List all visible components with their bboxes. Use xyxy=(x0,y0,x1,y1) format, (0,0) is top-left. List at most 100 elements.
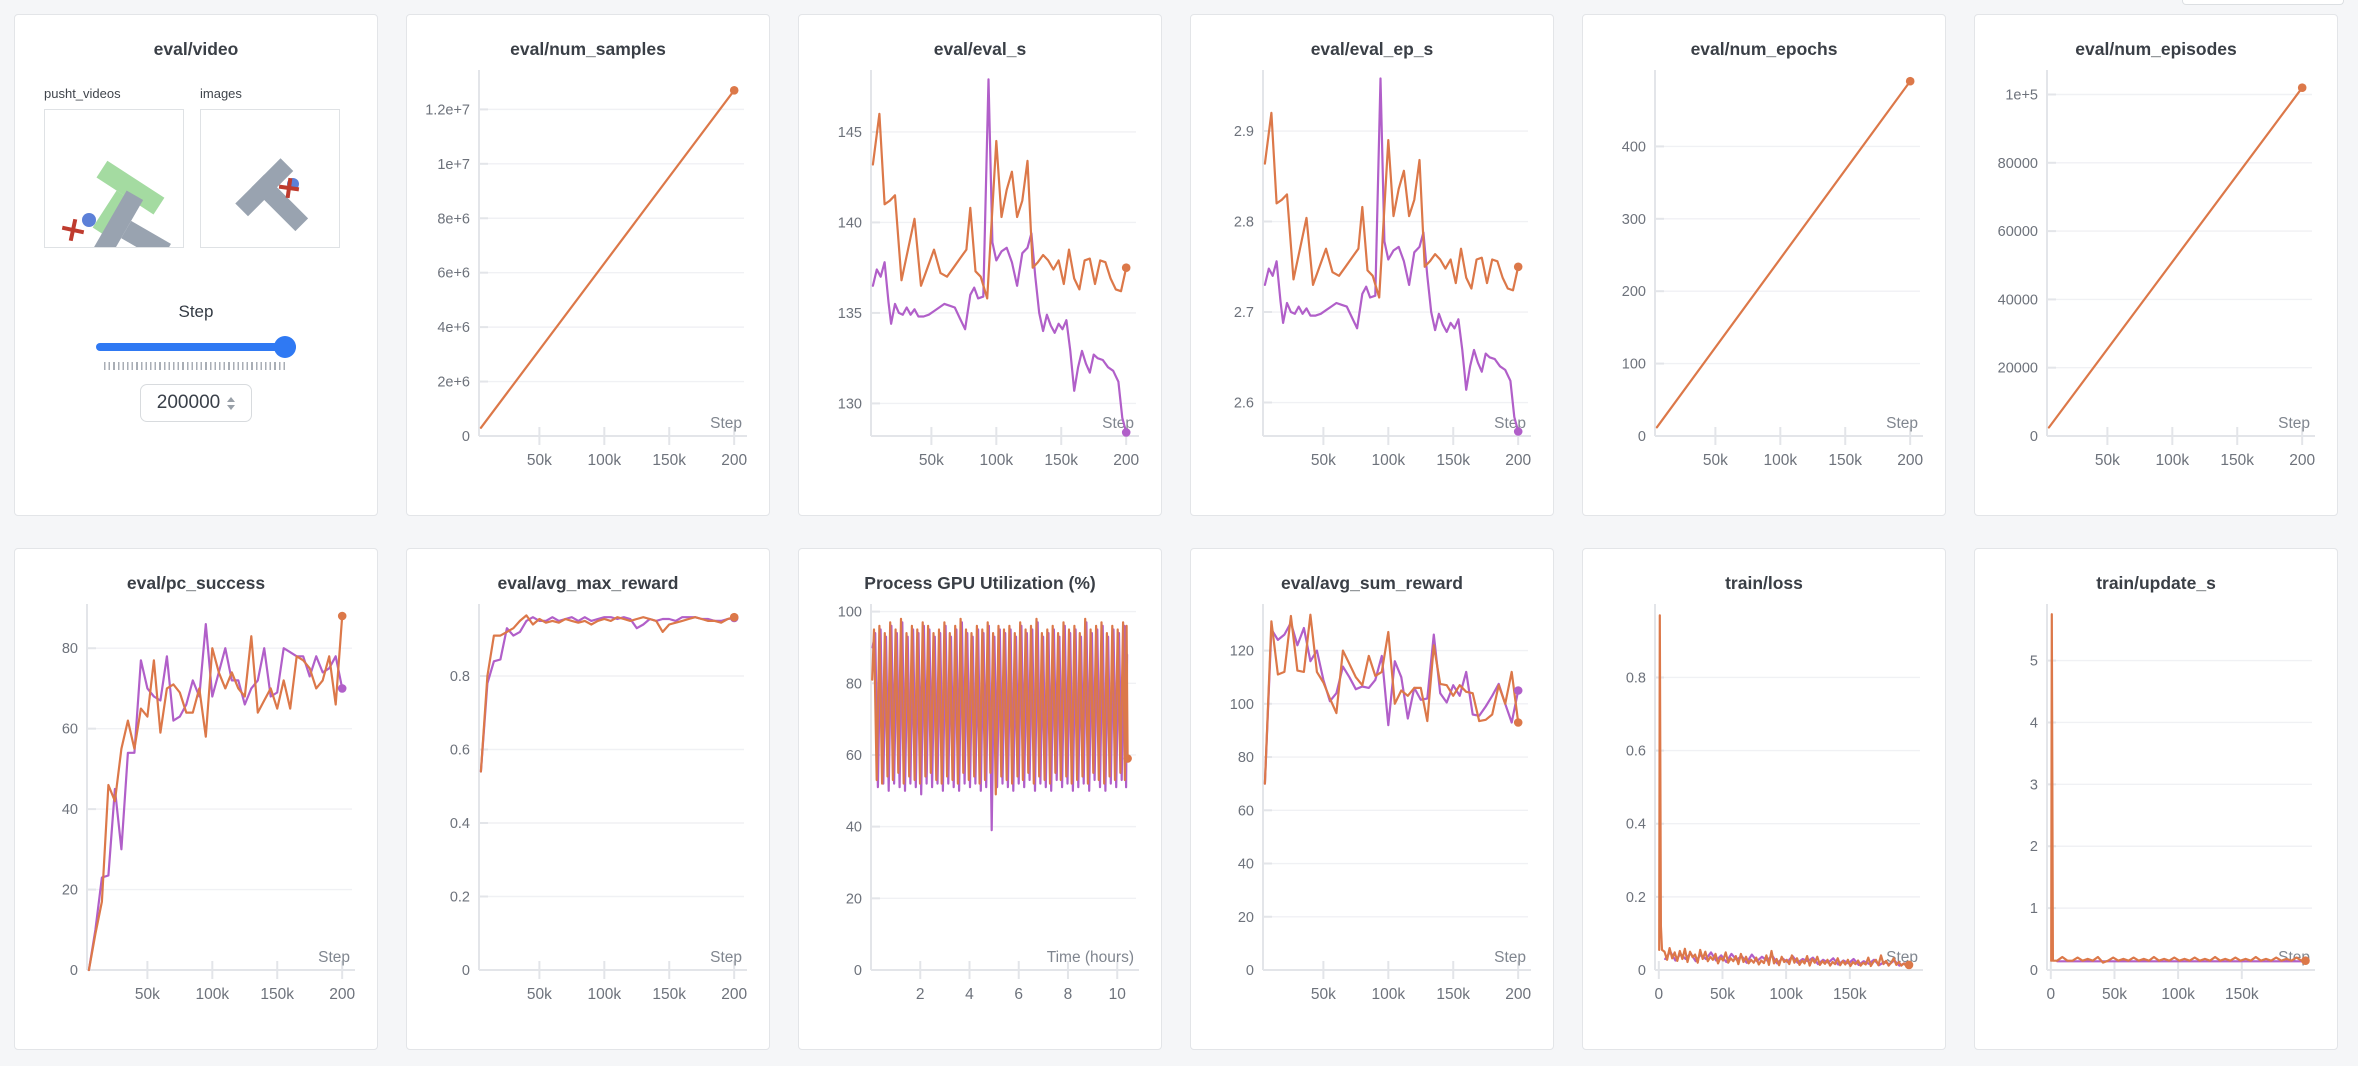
chart-eval-num-samples[interactable]: 0 2e+6 4e+6 6e+6 8e+6 1e+7 1.2e+7 50k 100k 150k 20… xyxy=(423,64,754,484)
y-tick-label: 0 xyxy=(1245,963,1253,979)
panel-eval-avg-max-reward: eval/avg_max_reward 0 0.2 0.4 0.6 0.8 50k 100k… xyxy=(406,548,770,1050)
slider-tick-ruler xyxy=(104,362,288,370)
y-tick-label: 2.6 xyxy=(1233,396,1253,412)
y-tick-label: 40 xyxy=(61,802,77,818)
x-tick-label: 100k xyxy=(587,452,621,469)
chart-eval-pc-success[interactable]: 0 20 40 60 80 50k 100k 150k 200 Step xyxy=(31,598,362,1018)
x-tick-label: 200 xyxy=(1113,452,1139,469)
x-tick-label: 200 xyxy=(721,452,747,469)
y-tick-label: 8e+6 xyxy=(437,211,470,227)
series-endpoint-dot-run-orange xyxy=(1513,262,1522,272)
panel-eval-num-samples: eval/num_samples 0 2e+6 4e+6 6e+6 8e+6 1e+7 1.… xyxy=(406,14,770,516)
x-tick-label: 50k xyxy=(2094,452,2119,469)
media-row: pusht_videos xyxy=(44,86,362,262)
y-tick-label: 2e+6 xyxy=(437,375,470,391)
x-tick-label: 100k xyxy=(1769,986,1803,1003)
spinner-up-icon[interactable] xyxy=(227,396,236,402)
media-images: images xyxy=(200,86,340,248)
y-tick-label: 0 xyxy=(1637,429,1645,445)
series-endpoint-dot-run-orange xyxy=(729,612,738,622)
series-line-run-purple xyxy=(1263,77,1519,433)
step-slider[interactable] xyxy=(96,336,296,358)
spinner-buttons[interactable] xyxy=(227,396,236,410)
x-tick-label: 50k xyxy=(1702,452,1727,469)
y-tick-label: 200 xyxy=(1621,284,1645,300)
y-tick-label: 1e+5 xyxy=(2005,87,2038,103)
media-thumbnail-images[interactable] xyxy=(200,109,340,248)
series-endpoint-dot-run-purple xyxy=(1513,427,1522,436)
x-tick-label: 50k xyxy=(2101,986,2126,1003)
y-tick-label: 0.4 xyxy=(449,816,469,832)
chart-eval-num-episodes[interactable]: 0 20000 40000 60000 80000 1e+5 50k 100k 150k 200 S… xyxy=(1991,64,2322,484)
x-tick-label: 0 xyxy=(2046,986,2055,1003)
series-line-run-orange xyxy=(1655,80,1911,429)
chart-eval-avg-sum-reward[interactable]: 0 20 40 60 80 100 120 50k 100k 150k 200 Step xyxy=(1207,598,1538,1018)
panel-eval-avg-sum-reward: eval/avg_sum_reward 0 20 40 60 80 100 120 50k 10… xyxy=(1190,548,1554,1050)
y-tick-label: 0.4 xyxy=(1625,817,1645,833)
y-tick-label: 0 xyxy=(461,429,469,445)
y-tick-label: 140 xyxy=(837,215,861,231)
y-tick-label: 135 xyxy=(837,306,861,322)
y-tick-label: 5 xyxy=(2029,654,2037,670)
x-tick-label: 8 xyxy=(1063,986,1072,1003)
x-tick-label: 150k xyxy=(1436,986,1470,1003)
panel-train-update-s: train/update_s 0 1 2 3 4 5 0 50k 100k 150k Step xyxy=(1974,548,2338,1050)
y-tick-label: 0 xyxy=(2029,963,2037,979)
slider-track[interactable] xyxy=(96,343,296,351)
x-tick-label: 50k xyxy=(1310,452,1335,469)
x-tick-label: 200 xyxy=(329,986,355,1003)
y-tick-label: 100 xyxy=(1621,357,1645,373)
slider-handle[interactable] xyxy=(274,336,296,358)
y-tick-label: 80000 xyxy=(1997,156,2037,172)
chart-eval-avg-max-reward[interactable]: 0 0.2 0.4 0.6 0.8 50k 100k 150k 200 Step xyxy=(423,598,754,1018)
series-endpoint-dot-run-orange xyxy=(2300,956,2310,965)
y-tick-label: 0 xyxy=(853,963,861,979)
x-axis-label: Step xyxy=(318,949,350,966)
x-tick-label: 200 xyxy=(1505,986,1531,1003)
y-tick-label: 100 xyxy=(1229,697,1253,713)
x-axis-label: Step xyxy=(710,949,742,966)
target-cross xyxy=(61,218,85,242)
x-axis-label: Step xyxy=(710,415,742,432)
y-tick-label: 0.8 xyxy=(449,669,469,685)
series-line-run-purple xyxy=(871,78,1127,434)
x-tick-label: 100k xyxy=(195,986,229,1003)
y-tick-label: 0 xyxy=(2029,429,2037,445)
pusht-video-frame xyxy=(61,160,171,262)
chart-gpu-utilization[interactable]: 0 20 40 60 80 100 2 4 6 8 10 Time (hours) xyxy=(815,598,1146,1018)
y-tick-label: 0 xyxy=(461,963,469,979)
chart-title: Process GPU Utilization (%) xyxy=(864,573,1096,593)
chart-title: eval/avg_max_reward xyxy=(497,573,679,593)
image-frame xyxy=(235,158,309,232)
panel-gpu-utilization: Process GPU Utilization (%) 0 20 40 60 80 100… xyxy=(798,548,1162,1050)
y-tick-label: 60000 xyxy=(1997,224,2037,240)
series-line-run-purple xyxy=(87,623,343,972)
spinner-down-icon[interactable] xyxy=(227,404,236,410)
series-endpoint-dot-run-orange xyxy=(1513,718,1522,727)
x-tick-label: 100k xyxy=(2155,452,2189,469)
y-tick-label: 0.2 xyxy=(1625,890,1645,906)
step-value-spinner[interactable]: 200000 xyxy=(140,384,252,422)
series-line-run-orange xyxy=(1657,614,1910,968)
x-tick-label: 100k xyxy=(1763,452,1797,469)
y-tick-label: 1e+7 xyxy=(437,157,470,173)
x-tick-label: 100k xyxy=(1371,452,1405,469)
x-tick-label: 50k xyxy=(134,986,159,1003)
chart-title: eval/eval_s xyxy=(933,39,1027,59)
chart-title: train/loss xyxy=(1725,573,1803,593)
y-tick-label: 1 xyxy=(2029,901,2037,917)
gray-t-shape xyxy=(235,158,309,232)
y-tick-label: 4e+6 xyxy=(437,320,470,336)
x-tick-label: 100k xyxy=(1371,986,1405,1003)
series-line-run-orange xyxy=(479,89,735,429)
series-endpoint-dot-run-orange xyxy=(1905,76,1914,86)
chart-eval-num-epochs[interactable]: 0 100 200 300 400 50k 100k 150k 200 Step xyxy=(1599,64,1930,484)
step-value[interactable]: 200000 xyxy=(156,392,221,413)
series-endpoint-dot-run-orange xyxy=(729,86,738,95)
y-tick-label: 2.9 xyxy=(1233,124,1253,140)
media-thumbnail-pusht-videos[interactable] xyxy=(44,109,184,262)
